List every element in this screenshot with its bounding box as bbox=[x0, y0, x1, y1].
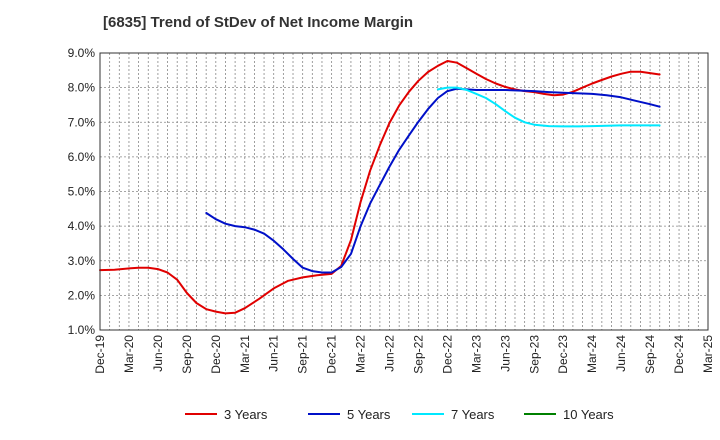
x-tick-label: Sep-21 bbox=[296, 335, 310, 374]
legend-item: 7 Years bbox=[412, 407, 495, 422]
series-line-5-years bbox=[205, 87, 661, 274]
x-tick-label: Dec-23 bbox=[556, 335, 570, 374]
x-tick-label: Dec-19 bbox=[93, 335, 107, 374]
series-lines bbox=[99, 60, 661, 315]
x-tick-label: Sep-24 bbox=[643, 335, 657, 374]
x-axis: Dec-19 Mar-20 Jun-20 Sep-20 Dec-20 Mar-21 Jun-… bbox=[93, 335, 715, 374]
y-tick-label: 2.0% bbox=[68, 288, 96, 302]
x-tick-label: Mar-22 bbox=[354, 335, 368, 373]
y-tick-label: 3.0% bbox=[68, 254, 96, 268]
legend-item: 5 Years bbox=[308, 407, 391, 422]
y-tick-label: 7.0% bbox=[68, 115, 96, 129]
legend: 3 Years 5 Years 7 Years 10 Years bbox=[185, 407, 614, 422]
x-tick-label: Mar-20 bbox=[122, 335, 136, 373]
y-axis: 1.0% 2.0% 3.0% 4.0% 5.0% 6.0% 7.0% 8.0% 9.0% bbox=[68, 46, 96, 337]
x-tick-label: Sep-22 bbox=[411, 335, 425, 374]
legend-label: 5 Years bbox=[347, 407, 391, 422]
legend-item: 10 Years bbox=[524, 407, 614, 422]
x-tick-label: Mar-23 bbox=[469, 335, 483, 373]
x-tick-label: Jun-21 bbox=[267, 335, 281, 372]
x-tick-label: Dec-24 bbox=[672, 335, 686, 374]
legend-item: 3 Years bbox=[185, 407, 268, 422]
y-tick-label: 1.0% bbox=[68, 323, 96, 337]
x-tick-label: Sep-23 bbox=[527, 335, 541, 374]
grid bbox=[99, 52, 709, 331]
x-tick-label: Jun-24 bbox=[614, 335, 628, 372]
y-tick-label: 9.0% bbox=[68, 46, 96, 60]
legend-label: 7 Years bbox=[451, 407, 495, 422]
y-tick-label: 6.0% bbox=[68, 150, 96, 164]
x-tick-label: Mar-25 bbox=[701, 335, 715, 373]
x-tick-label: Dec-22 bbox=[440, 335, 454, 374]
x-tick-label: Sep-20 bbox=[180, 335, 194, 374]
y-tick-label: 5.0% bbox=[68, 185, 96, 199]
x-tick-label: Dec-21 bbox=[325, 335, 339, 374]
y-tick-label: 4.0% bbox=[68, 219, 96, 233]
legend-label: 10 Years bbox=[563, 407, 614, 422]
x-tick-label: Jun-20 bbox=[151, 335, 165, 372]
series-line-7-years bbox=[436, 86, 661, 128]
y-tick-label: 8.0% bbox=[68, 81, 96, 95]
x-tick-label: Jun-23 bbox=[498, 335, 512, 372]
x-tick-label: Jun-22 bbox=[383, 335, 397, 372]
x-tick-label: Mar-21 bbox=[238, 335, 252, 373]
chart-title: [6835] Trend of StDev of Net Income Marg… bbox=[103, 14, 414, 31]
legend-label: 3 Years bbox=[224, 407, 268, 422]
series-line-3-years bbox=[99, 60, 661, 315]
x-tick-label: Mar-24 bbox=[585, 335, 599, 373]
x-tick-label: Dec-20 bbox=[209, 335, 223, 374]
plot-frame bbox=[99, 52, 709, 331]
